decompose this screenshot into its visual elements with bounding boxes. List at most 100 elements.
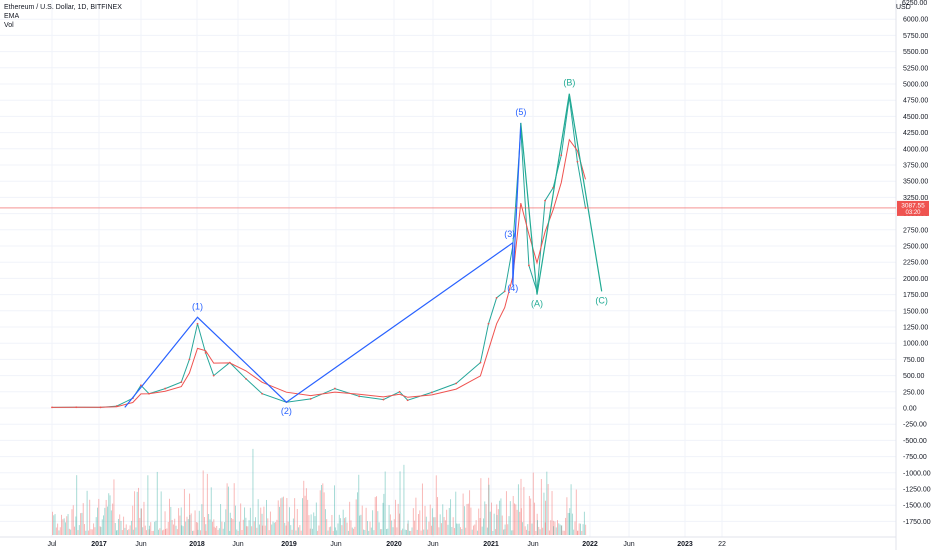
volume-bar [266,499,267,535]
volume-bar [351,527,353,535]
volume-bar [368,530,370,535]
volume-bar [469,490,471,535]
volume-bar [135,527,137,535]
volume-bar [484,501,486,535]
volume-bar [444,520,446,535]
volume-bar [389,514,391,535]
price-point [196,322,199,325]
price-point [431,391,433,394]
volume-bar [483,518,484,535]
volume-bar [156,471,158,535]
wave-lines [124,93,603,408]
volume-bar [505,491,507,535]
volume-bar [561,525,563,535]
price-point [245,377,247,380]
volume-bar [54,514,56,535]
volume-bar [365,507,367,535]
symbol-title[interactable]: Ethereum / U.S. Dollar, 1D, BITFINEX [4,4,122,11]
volume-bar [114,523,116,535]
volume-bar [120,520,122,535]
volume-bar [252,448,254,535]
volume-bar [87,530,89,535]
volume-bar [264,525,266,535]
volume-bar [275,522,277,535]
volume-bar [112,503,114,535]
price-line [51,96,586,408]
time-tick-label: 2023 [677,541,693,548]
volume-bar [408,530,410,535]
volume-bar [218,528,220,535]
volume-bar [379,529,381,535]
price-axis[interactable]: 6000.00 5750.00 5500.00 5250.00 5000.00 4750.… [903,17,931,526]
volume-bar [260,507,262,535]
volume-bar [321,484,322,535]
volume-bar [520,508,522,535]
volume-bar [159,528,161,535]
volume-bar [262,525,264,535]
time-axis[interactable]: Jul 2017 Jun 2018 Jun 2019 Jun 2020 Jun 2021 Jun 20… [48,541,726,548]
volume-bar [340,518,342,535]
ema-label[interactable]: EMA [4,13,20,20]
volume-bar [360,514,362,535]
volume-bar [451,526,453,535]
volume-bar [242,519,244,535]
volume-bar [53,515,55,535]
volume-bar [447,524,449,535]
time-tick-label: Jun [330,541,341,548]
volume-bar [336,530,338,535]
volume-bar [448,507,450,535]
volume-bar [167,521,169,535]
price-point [115,405,118,407]
volume-bar [229,512,231,535]
volume-bar [457,523,459,535]
volume-bar [322,483,324,535]
volume-bar [349,501,351,535]
volume-bar [515,504,517,535]
volume-bar [176,529,178,535]
volume-bar [185,521,187,535]
time-tick-label: 2018 [189,541,205,548]
volume-bar [407,523,409,535]
volume-bar [182,526,184,535]
price-tick-label: 500.00 [903,373,925,380]
volume-bar [202,470,204,535]
price-point [544,199,546,202]
volume-bar [71,509,73,535]
volume-bar [136,491,138,535]
volume-bar [98,498,100,535]
volume-bar [299,525,301,535]
volume-bar [522,522,524,535]
volume-bar [431,525,432,535]
volume-bar [58,530,60,535]
volume-bar [249,507,251,535]
volume-bar [386,529,387,535]
volume-bar [149,525,150,535]
volume-bar [424,505,426,535]
volume-bar [511,530,513,535]
currency-label[interactable]: USD [896,4,911,11]
volume-bar [387,528,389,535]
volume-bar [140,508,142,535]
volume-bar [130,520,132,535]
volume-bar [163,529,165,535]
volume-bar [61,514,62,535]
last-price-badge [897,200,929,216]
volume-bar [108,493,110,535]
volume-bar [378,522,380,535]
volume-bar [291,529,293,535]
volume-bar [81,512,83,535]
volume-bar [313,512,315,535]
volume-bar [217,529,219,535]
vol-label[interactable]: Vol [4,22,14,29]
volume-bar [544,522,546,535]
volume-bar [530,498,532,535]
price-tick-label: 2000.00 [903,276,928,283]
volume-bar [231,518,233,535]
volume-bar [383,493,385,535]
volume-bar [570,484,572,535]
volume-bar [396,527,398,535]
volume-bar [195,522,197,535]
price-point [140,384,142,387]
